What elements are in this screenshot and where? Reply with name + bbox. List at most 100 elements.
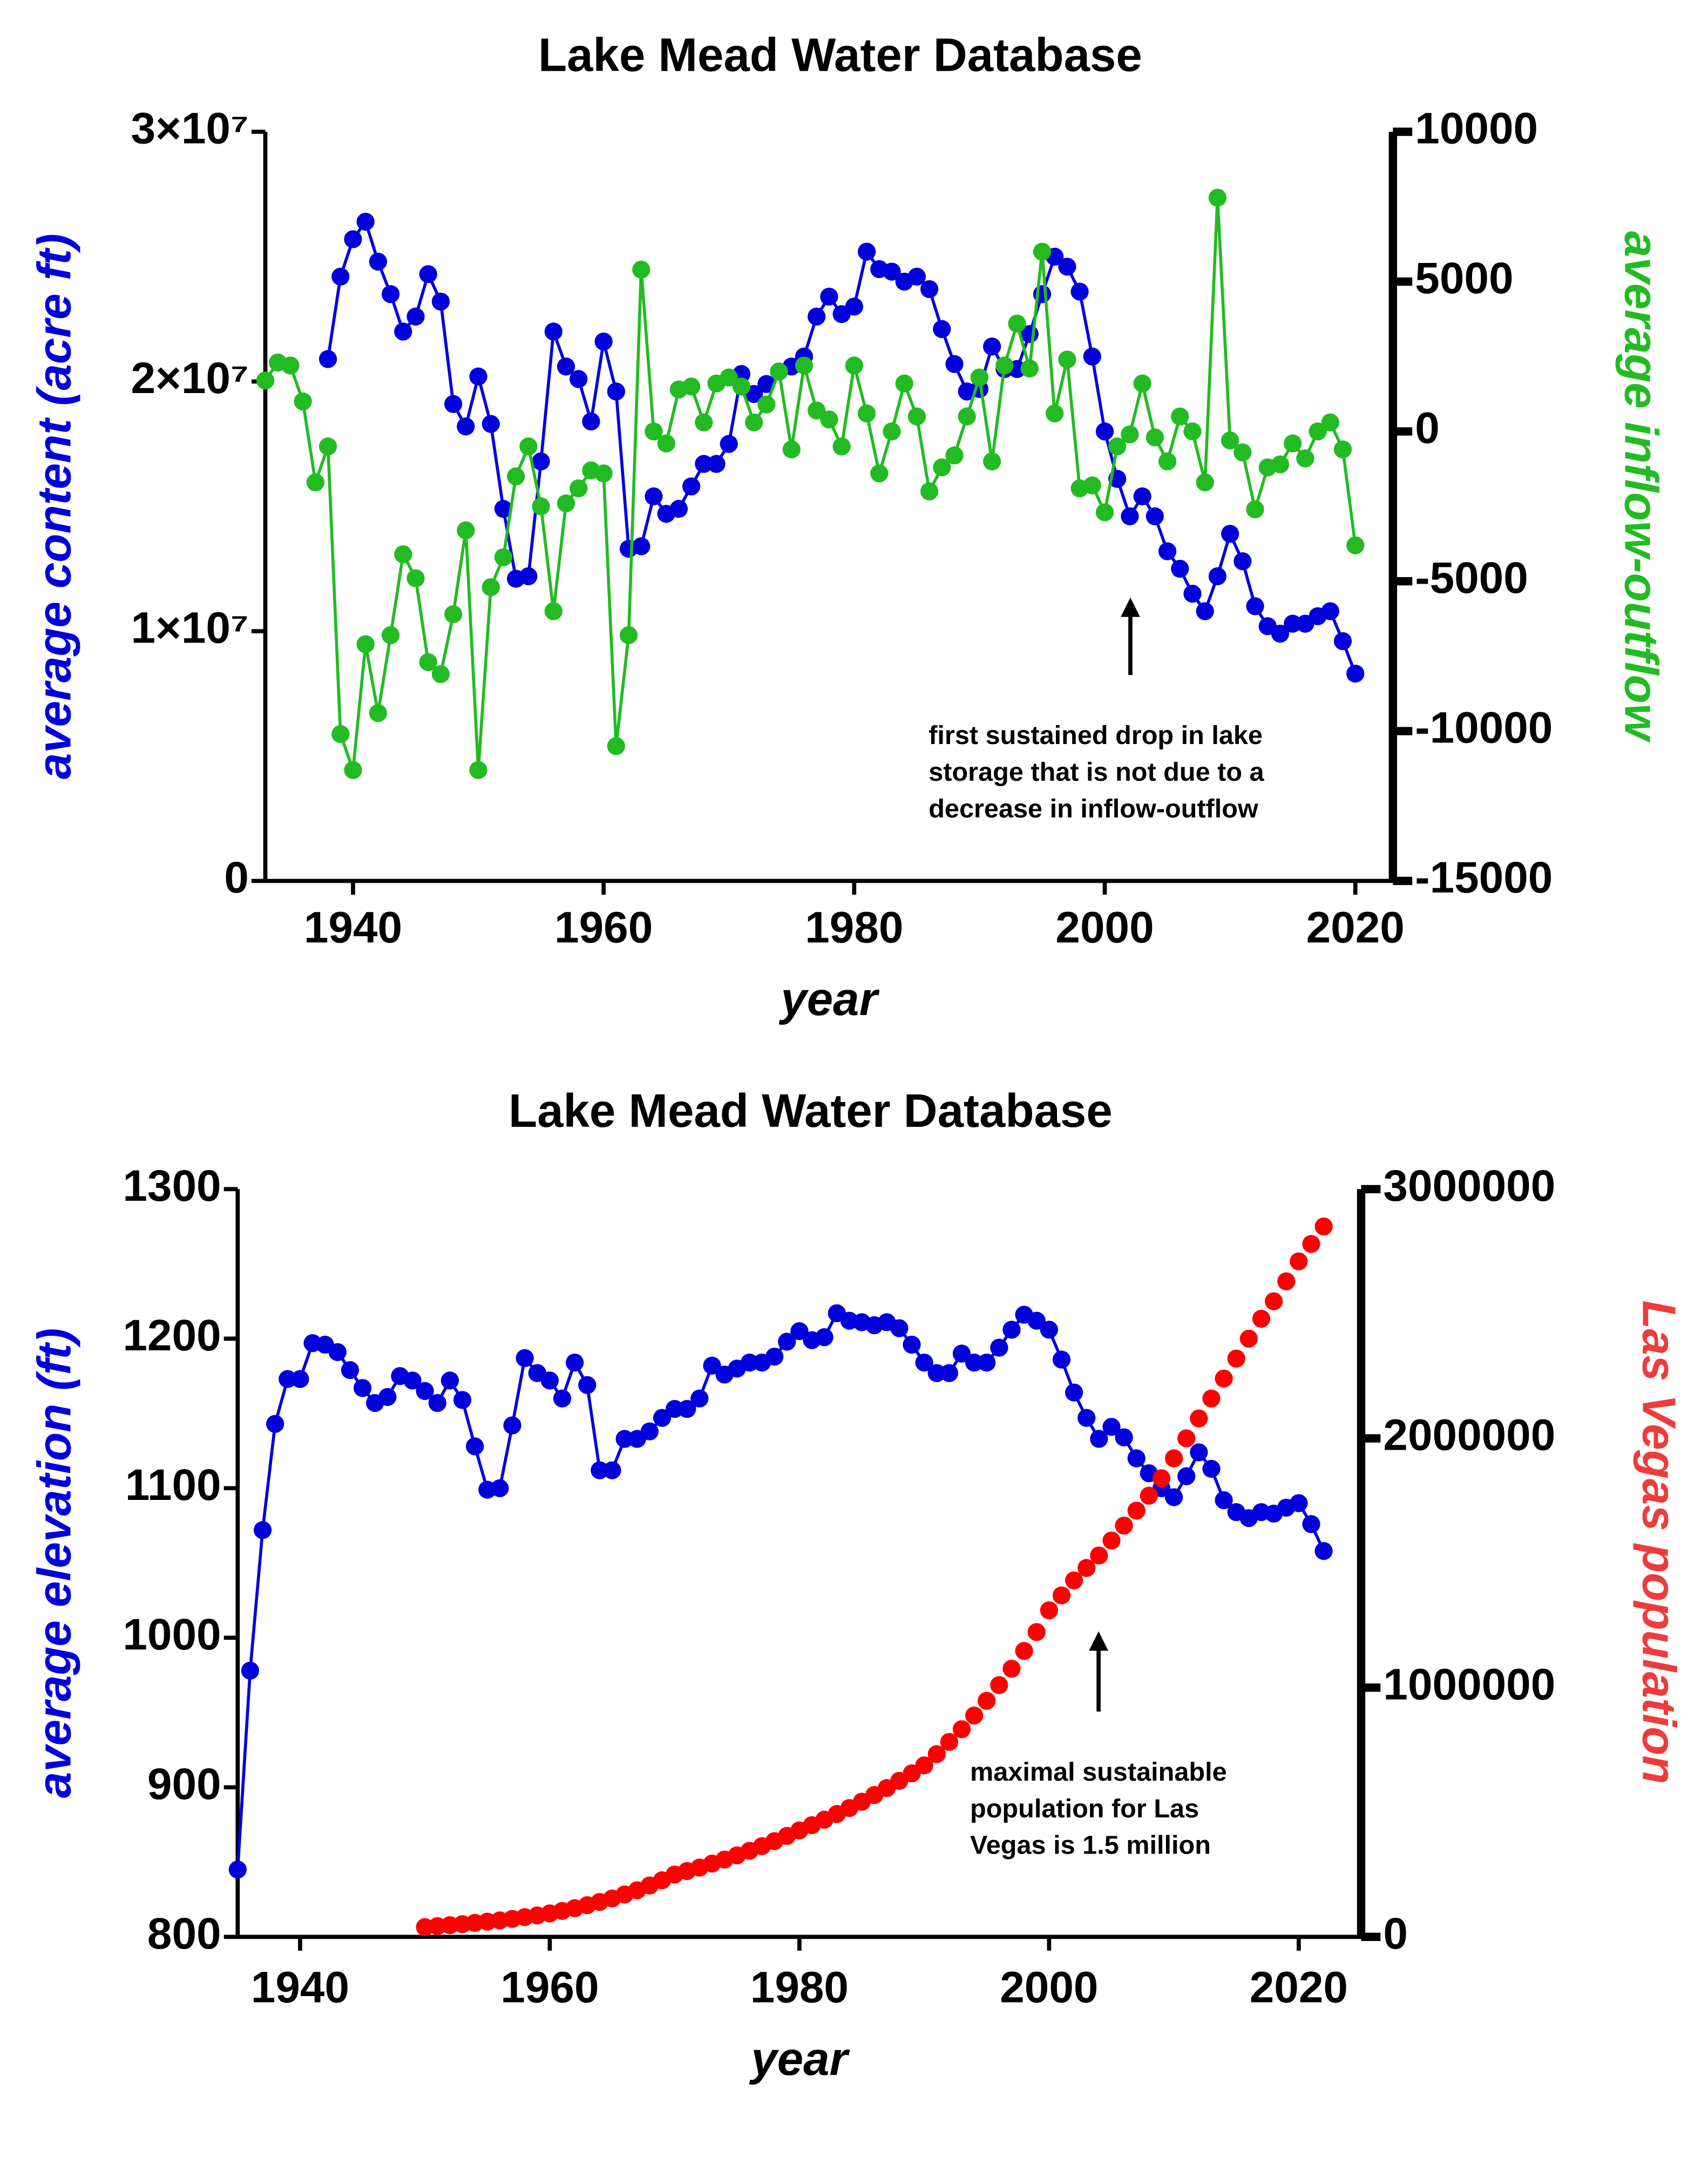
y2-tick-label: 2000000 xyxy=(1383,1411,1555,1460)
data-point xyxy=(1108,437,1127,456)
data-point xyxy=(615,1430,634,1448)
data-point xyxy=(540,1371,559,1390)
data-point xyxy=(927,1364,946,1382)
data-point xyxy=(1158,542,1177,560)
data-point xyxy=(570,370,588,388)
data-point xyxy=(1077,1409,1096,1427)
data-point xyxy=(1158,452,1177,471)
data-point xyxy=(519,567,538,585)
data-point xyxy=(990,1338,1008,1357)
data-point xyxy=(870,464,889,483)
data-point xyxy=(1246,500,1264,519)
data-point xyxy=(682,477,701,496)
data-point xyxy=(782,440,801,459)
data-point xyxy=(1314,1542,1333,1560)
data-point xyxy=(1058,258,1076,276)
annotation: storage that is not due to a xyxy=(928,758,1264,787)
data-point xyxy=(431,665,450,684)
data-point xyxy=(457,417,475,436)
data-point xyxy=(294,392,312,411)
data-point xyxy=(770,362,788,381)
data-point xyxy=(1083,347,1101,366)
data-point xyxy=(1133,487,1151,505)
data-point xyxy=(1090,1430,1108,1448)
chart: Lake Mead Water Database year average elev… xyxy=(28,1085,1685,2085)
data-point xyxy=(632,537,650,556)
y-axis-label: average elevation (ft) xyxy=(28,1328,80,1798)
annotation: maximal sustainable xyxy=(970,1757,1227,1787)
data-point xyxy=(1070,282,1089,301)
x-tick-label: 1980 xyxy=(750,1963,849,2012)
data-point xyxy=(331,267,350,286)
data-point xyxy=(557,357,575,376)
data-point xyxy=(815,1328,833,1347)
data-point xyxy=(328,1343,347,1361)
data-point xyxy=(983,337,1001,356)
data-point xyxy=(933,458,951,477)
data-point xyxy=(557,494,575,512)
y-tick-label: 0 xyxy=(224,853,249,902)
data-point xyxy=(1183,585,1202,603)
data-point xyxy=(945,446,964,465)
data-point xyxy=(544,602,562,620)
data-point xyxy=(570,479,588,498)
data-point xyxy=(1346,536,1365,554)
y-tick-label: 800 xyxy=(147,1909,221,1958)
data-point xyxy=(720,368,738,387)
data-point xyxy=(1239,1329,1258,1348)
data-point xyxy=(857,404,876,423)
data-point xyxy=(578,1376,597,1394)
data-point xyxy=(1333,632,1352,651)
data-point xyxy=(403,1371,422,1390)
data-point xyxy=(1196,602,1214,620)
data-point xyxy=(553,1389,572,1408)
data-point xyxy=(1302,1515,1320,1533)
data-point xyxy=(1208,188,1227,207)
data-point xyxy=(765,1347,784,1366)
y2-tick-label: 0 xyxy=(1383,1909,1408,1958)
data-point xyxy=(920,280,939,299)
data-point xyxy=(1146,507,1164,525)
data-point xyxy=(1008,314,1026,333)
data-point xyxy=(1127,1502,1146,1520)
data-point xyxy=(356,212,375,231)
data-point xyxy=(907,407,926,425)
data-point xyxy=(720,435,738,453)
data-point xyxy=(503,1416,521,1435)
data-point xyxy=(732,377,751,396)
data-point xyxy=(1177,1467,1196,1485)
data-point xyxy=(995,356,1014,375)
data-point xyxy=(1221,431,1239,450)
data-point xyxy=(857,242,876,261)
data-point xyxy=(703,1356,721,1375)
data-point xyxy=(1065,1383,1083,1402)
data-point xyxy=(1177,1429,1196,1448)
y-axis-label: average content (acre ft) xyxy=(28,233,80,779)
data-point xyxy=(695,455,713,473)
y-tick-label: 1200 xyxy=(123,1311,221,1360)
data-point xyxy=(1164,1488,1183,1506)
data-point xyxy=(1233,552,1252,571)
y-tick-label: 1000 xyxy=(123,1610,221,1659)
data-point xyxy=(591,1461,609,1479)
data-point xyxy=(344,230,362,248)
data-point xyxy=(356,635,375,653)
data-point xyxy=(690,1389,709,1408)
data-point xyxy=(1277,1272,1296,1290)
data-point xyxy=(544,322,562,341)
data-point xyxy=(915,1756,933,1775)
data-point xyxy=(1321,602,1339,620)
data-point xyxy=(978,1354,996,1372)
data-point xyxy=(1208,567,1227,585)
data-point xyxy=(707,455,726,473)
data-point xyxy=(381,626,400,645)
data-point xyxy=(1302,1235,1320,1253)
data-point xyxy=(494,499,513,518)
data-point xyxy=(745,413,763,432)
data-point xyxy=(1271,455,1290,474)
data-point xyxy=(344,761,362,779)
x-tick-label: 1940 xyxy=(251,1963,349,2012)
y2-axis-label: Las Vegas population xyxy=(1633,1300,1685,1784)
y-tick-label: 1×10⁷ xyxy=(131,604,248,653)
